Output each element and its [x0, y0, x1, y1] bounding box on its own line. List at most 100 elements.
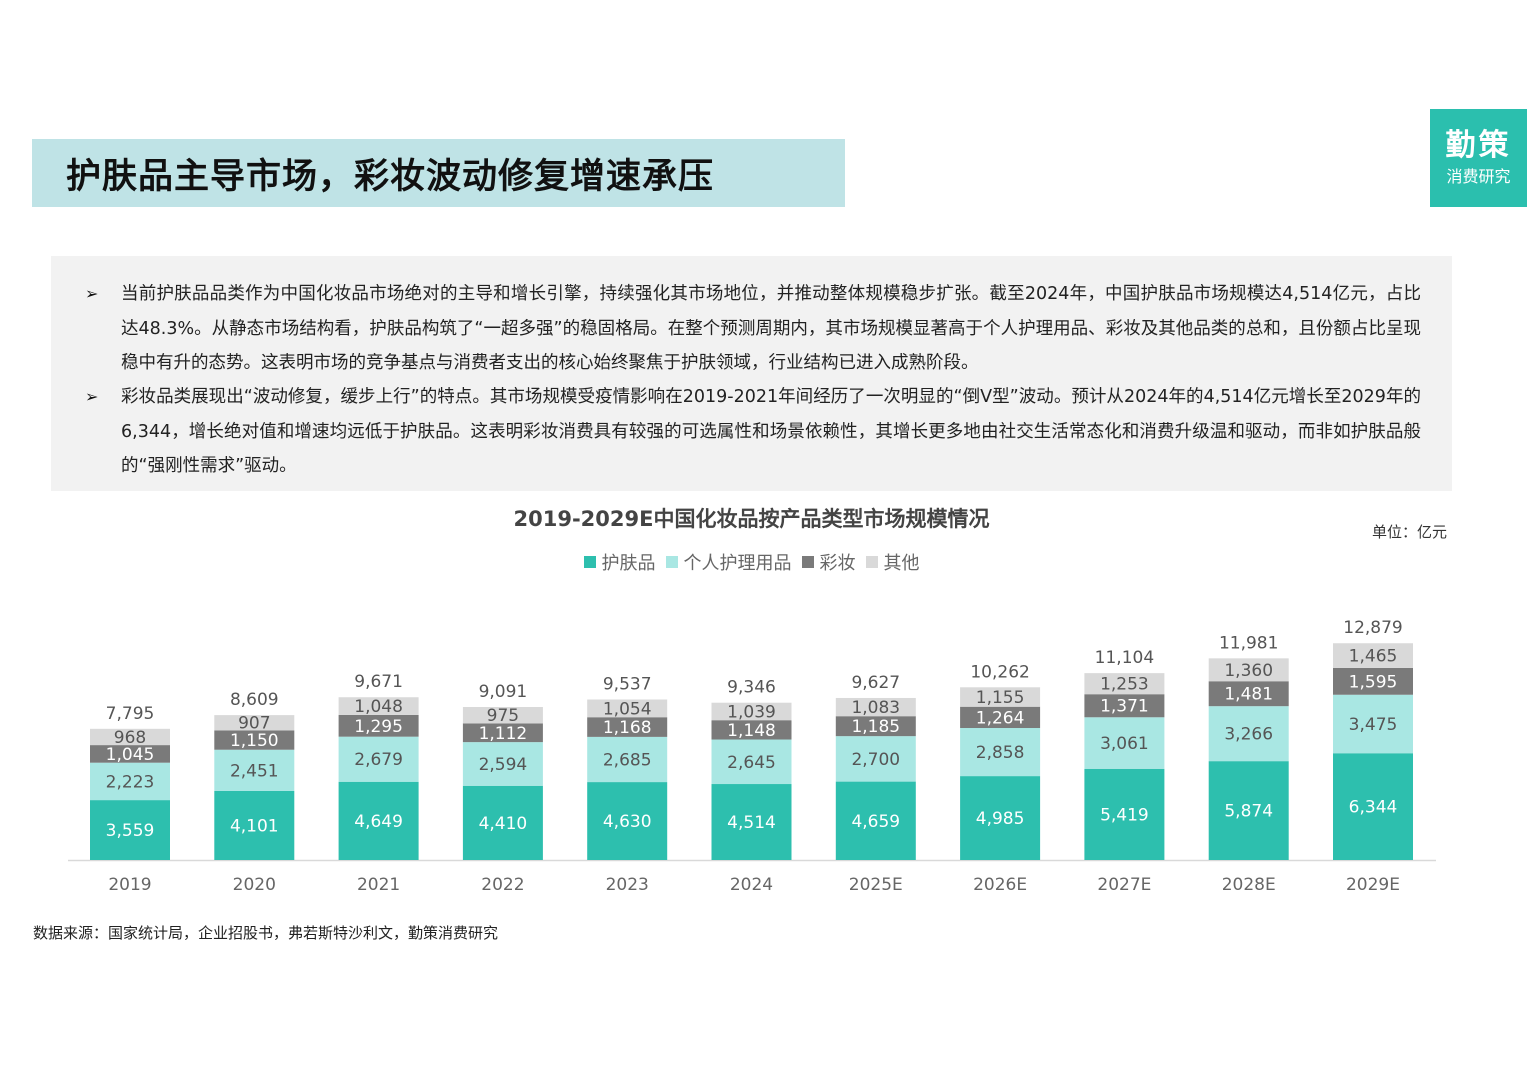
bar-other-2025e: [835, 697, 916, 717]
title-banner: 护肤品主导市场，彩妆波动修复增速承压: [32, 139, 845, 207]
bar-other-2028e: [1208, 658, 1289, 682]
data-label-other-2020: 907: [238, 714, 270, 734]
bar-personal-care-2025e: [835, 736, 916, 782]
chart-title: 2019-2029E中国化妆品按产品类型市场规模情况: [513, 507, 990, 531]
data-label-skincare-2026e: 4,985: [976, 809, 1025, 829]
data-label-personal-care-2028e: 3,266: [1224, 725, 1273, 745]
bar-other-2019: [90, 728, 170, 746]
x-tick-label-2026e: 2026E: [973, 875, 1027, 895]
data-label-other-2022: 975: [487, 706, 519, 726]
data-label-personal-care-2019: 2,223: [106, 772, 155, 792]
data-label-makeup-2024: 1,148: [727, 721, 776, 741]
data-label-other-2024: 1,039: [727, 702, 776, 722]
data-label-skincare-2020: 4,101: [230, 816, 279, 836]
bar-personal-care-2021: [338, 736, 419, 782]
bar-skincare-2029e: [1333, 753, 1413, 860]
data-label-personal-care-2025e: 2,700: [851, 750, 900, 770]
total-label-2027e: 11,104: [1095, 648, 1154, 668]
x-tick-label-2025e: 2025E: [849, 875, 903, 895]
legend-label-personal-care: 个人护理用品: [683, 553, 792, 574]
brand-logo: 勤策 消费研究: [1430, 109, 1527, 207]
x-tick-label-2024: 2024: [730, 875, 773, 895]
data-label-makeup-2022: 1,112: [479, 724, 528, 744]
data-label-skincare-2028e: 5,874: [1224, 802, 1273, 822]
bar-personal-care-2023: [587, 736, 668, 783]
x-tick-label-2023: 2023: [606, 875, 649, 895]
summary-text-1: 当前护肤品品类作为中国化妆品市场绝对的主导和增长引擎，持续强化其市场地位，并推动…: [121, 284, 1421, 373]
bar-other-2023: [587, 699, 668, 718]
data-label-personal-care-2022: 2,594: [479, 755, 528, 775]
bar-skincare-2026e: [960, 776, 1041, 860]
data-label-skincare-2022: 4,410: [479, 814, 528, 834]
data-label-makeup-2025e: 1,185: [851, 717, 900, 737]
bar-other-2021: [338, 697, 419, 715]
total-label-2024: 9,346: [727, 678, 776, 698]
x-tick-label-2027e: 2027E: [1097, 875, 1151, 895]
legend-label-other: 其他: [883, 553, 920, 574]
chart-legend: 护肤品 个人护理用品 彩妆 其他: [0, 549, 1503, 575]
total-label-2029e: 12,879: [1343, 618, 1402, 638]
total-label-2022: 9,091: [479, 682, 528, 702]
data-label-makeup-2019: 1,045: [106, 745, 155, 765]
legend-item-makeup: 彩妆: [801, 549, 856, 575]
data-label-other-2019: 968: [114, 728, 146, 748]
legend-label-skincare: 护肤品: [601, 553, 656, 574]
data-label-other-2025e: 1,083: [851, 698, 900, 718]
bar-other-2024: [711, 702, 792, 721]
data-label-personal-care-2023: 2,685: [603, 750, 652, 770]
data-label-other-2029e: 1,465: [1349, 647, 1398, 667]
legend-item-skincare: 护肤品: [583, 549, 656, 575]
bar-makeup-2020: [214, 730, 295, 750]
bar-other-2026e: [960, 687, 1041, 707]
total-label-2026e: 10,262: [970, 662, 1029, 682]
bar-skincare-2022: [462, 785, 543, 860]
bar-makeup-2026e: [960, 706, 1041, 729]
data-label-makeup-2020: 1,150: [230, 731, 279, 751]
bar-personal-care-2027e: [1084, 717, 1165, 769]
data-label-skincare-2019: 3,559: [106, 821, 155, 841]
data-label-makeup-2027e: 1,371: [1100, 697, 1149, 717]
data-source: 数据来源：国家统计局，企业招股书，弗若斯特沙利文，勤策消费研究: [33, 924, 499, 942]
data-label-makeup-2023: 1,168: [603, 718, 652, 738]
legend-swatch-skincare: [583, 556, 596, 568]
x-tick-label-2028e: 2028E: [1222, 875, 1276, 895]
bar-personal-care-2026e: [960, 728, 1041, 777]
bar-other-2027e: [1084, 673, 1165, 695]
data-label-other-2021: 1,048: [354, 697, 403, 717]
summary-text-2: 彩妆品类展现出“波动修复，缓步上行”的特点。其市场规模受疫情影响在2019-20…: [121, 387, 1421, 476]
bar-skincare-2028e: [1208, 761, 1289, 860]
data-label-makeup-2029e: 1,595: [1349, 672, 1398, 692]
x-tick-label-2020: 2020: [233, 875, 276, 895]
legend-item-other: 其他: [865, 549, 920, 575]
total-label-2021: 9,671: [354, 672, 403, 692]
data-label-personal-care-2021: 2,679: [354, 750, 403, 770]
bar-skincare-2027e: [1084, 768, 1165, 860]
data-label-makeup-2026e: 1,264: [976, 708, 1025, 728]
bar-makeup-2022: [462, 723, 543, 743]
data-label-personal-care-2027e: 3,061: [1100, 734, 1149, 754]
summary-box: ➢ 当前护肤品品类作为中国化妆品市场绝对的主导和增长引擎，持续强化其市场地位，并…: [51, 256, 1452, 491]
bar-makeup-2019: [90, 745, 170, 763]
x-tick-label-2021: 2021: [357, 875, 400, 895]
legend-item-personal-care: 个人护理用品: [665, 549, 792, 575]
total-label-2025e: 9,627: [851, 673, 900, 693]
bar-skincare-2024: [711, 784, 792, 860]
legend-swatch-other: [865, 556, 878, 568]
bar-makeup-2029e: [1333, 667, 1413, 695]
total-label-2019: 7,795: [106, 704, 155, 724]
bar-skincare-2025e: [835, 781, 916, 860]
x-tick-label-2022: 2022: [481, 875, 524, 895]
x-tick-label-2029e: 2029E: [1346, 875, 1400, 895]
bar-makeup-2027e: [1084, 694, 1165, 718]
bar-personal-care-2022: [462, 742, 543, 786]
bar-other-2022: [462, 706, 543, 724]
data-label-skincare-2023: 4,630: [603, 812, 652, 832]
bar-skincare-2020: [214, 790, 295, 860]
total-label-2023: 9,537: [603, 674, 652, 694]
chart-unit: 单位：亿元: [1372, 523, 1448, 541]
legend-swatch-makeup: [801, 556, 814, 568]
data-label-skincare-2029e: 6,344: [1349, 798, 1398, 818]
bar-personal-care-2024: [711, 739, 792, 785]
bar-personal-care-2028e: [1208, 706, 1289, 762]
bar-skincare-2019: [90, 800, 170, 860]
